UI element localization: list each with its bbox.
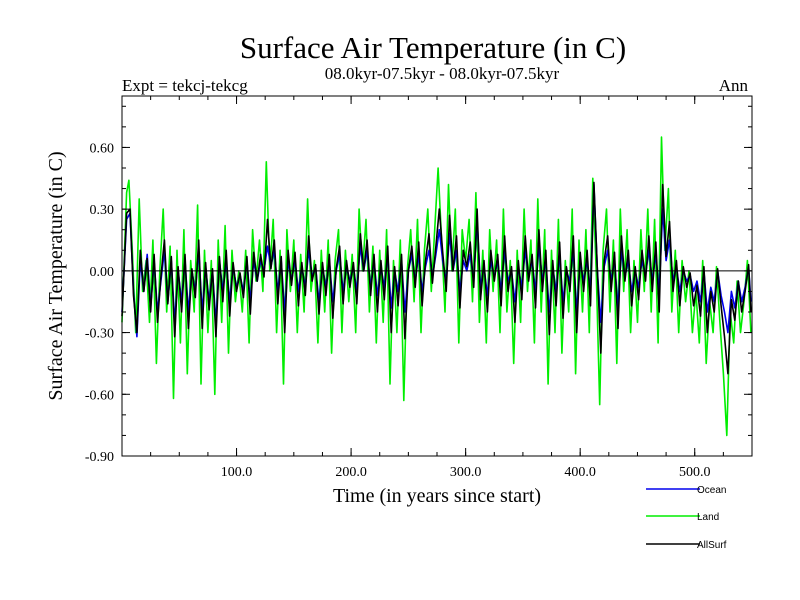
series-layer: [121, 136, 752, 437]
season-label: Ann: [718, 76, 748, 95]
y-tick-label: -0.90: [85, 450, 114, 465]
legend-label-ocean: Ocean: [697, 485, 726, 496]
chart-subtitle: 08.0kyr-07.5kyr - 08.0kyr-07.5kyr: [324, 64, 560, 83]
y-tick-label: 0.60: [90, 141, 115, 156]
x-tick-label: 500.0: [679, 465, 711, 480]
axes-layer: 0.60 0.30 0.00 -0.30 -0.60 -0.90 100.0 200.0 300…: [85, 96, 752, 480]
series-line-allsurf: [121, 181, 752, 375]
chart-title: Surface Air Temperature (in C): [239, 30, 627, 65]
x-tick-label: 300.0: [450, 465, 482, 480]
x-axis-label: Time (in years since start): [333, 485, 541, 507]
y-axis-label: Surface Air Temperature (in C): [45, 151, 67, 400]
x-tick-label: 200.0: [335, 465, 367, 480]
x-tick-label: 100.0: [221, 465, 253, 480]
legend-label-land: Land: [697, 512, 719, 523]
plot-frame: [121, 95, 753, 457]
legend-label-allsurf: AllSurf: [697, 540, 727, 551]
legend: Ocean Land AllSurf: [646, 485, 727, 551]
y-tick-label: 0.00: [90, 265, 115, 280]
y-tick-label: -0.30: [85, 327, 114, 342]
x-tick-label: 400.0: [564, 465, 596, 480]
experiment-label: Expt = tekcj-tekcg: [122, 76, 248, 95]
series-line-land: [121, 136, 752, 437]
y-tick-label: -0.60: [85, 388, 114, 403]
y-tick-label: 0.30: [90, 203, 115, 218]
